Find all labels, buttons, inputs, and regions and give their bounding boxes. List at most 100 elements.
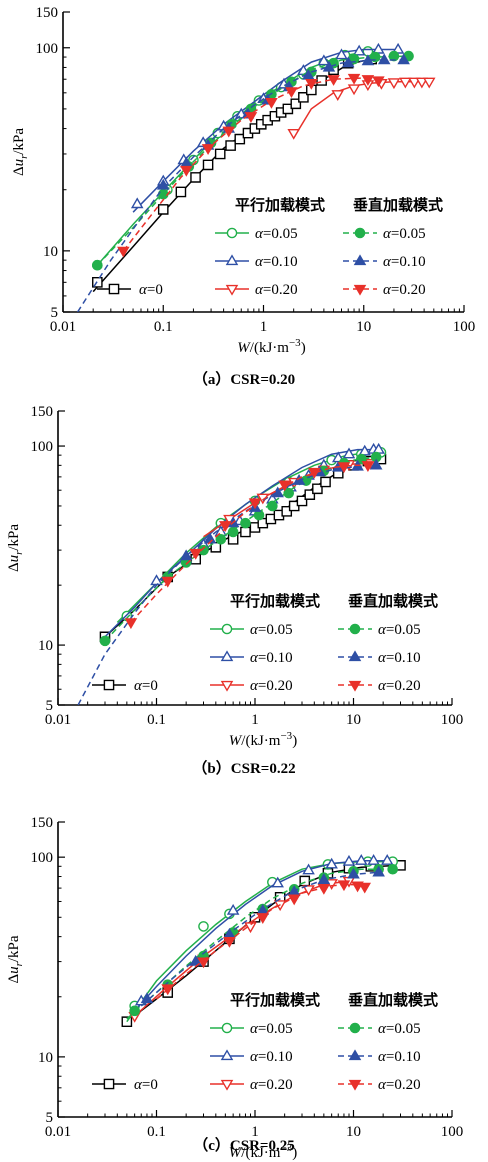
data-point [347,73,361,85]
legend-label: α=0.05 [383,226,426,242]
data-point [361,461,375,473]
legend-label: α=0.20 [250,678,293,694]
legend-marker [349,623,361,635]
series-vertical-alpha-0.10 [140,865,385,1007]
data-point [337,880,351,892]
data-point [179,549,193,561]
data-point [397,53,410,65]
legend-label: α=0.20 [378,678,421,694]
x-tick-label: 0.1 [154,319,173,335]
x-tick-label: 0.01 [50,319,76,335]
legend-header-vertical: 垂直加载模式 [348,592,438,610]
x-tick-label: 0.01 [45,712,71,728]
y-tick-label: 100 [36,41,59,57]
data-point [244,112,258,123]
data-point [161,984,174,996]
x-tick-label: 10 [356,319,371,335]
data-point [157,204,169,215]
legend-header-vertical: 垂直加载模式 [353,196,443,214]
data-point [256,913,270,924]
data-point [355,854,368,865]
data-point [347,84,361,96]
fit-curve [76,59,404,312]
data-point [249,522,261,533]
y-tick-label: 10 [38,1050,53,1066]
x-tick-label: 1 [251,1124,259,1140]
y-tick-label: 5 [51,305,59,321]
data-point [317,883,331,895]
data-point [226,903,240,915]
data-point [325,857,338,869]
y-tick-label: 100 [31,439,54,455]
data-point [257,517,269,529]
data-point [408,77,421,89]
data-point [249,911,261,923]
panel-caption: （c）CSR=0.25 [193,1136,294,1154]
legend-label: α=0 [134,678,158,694]
data-point [197,957,210,969]
fit-curve [122,77,379,252]
x-tick-label: 100 [441,712,464,728]
data-point [372,865,385,877]
legend-label: α=0.10 [255,254,298,270]
data-point [361,54,375,66]
data-point [352,44,366,56]
legend-marker [348,1049,362,1061]
chart-panel-2: 0.01 0.1 1 10 100 5 10 100 150 W/(kJ·m−3) Δur/kPa 平… [6,404,463,777]
data-point [312,483,323,495]
legend-label: α=0.20 [378,1077,421,1093]
y-tick-label: 100 [31,850,54,866]
x-tick-label: 0.1 [147,1124,166,1140]
data-point [157,188,169,200]
data-point [302,885,315,897]
x-tick-label: 1 [260,319,268,335]
x-tick-label: 1 [251,712,259,728]
series-vertical-alpha-0.05 [99,451,382,647]
data-point [202,159,214,171]
y-tick-label: 150 [36,5,59,21]
data-point [369,458,383,470]
data-point [265,97,278,109]
data-point [304,489,316,500]
y-tick-label: 10 [43,244,58,260]
data-point [341,56,355,68]
legend-header-vertical: 垂直加载模式 [348,991,438,1009]
legend-label: α=0.05 [250,1021,293,1037]
y-axis-label: Δur/kPa [6,935,25,983]
legend-label: α=0.10 [250,650,293,666]
legend-label: α=0.05 [378,1021,421,1037]
data-point [287,894,301,906]
panel-caption: （b）CSR=0.22 [192,759,295,777]
data-point [327,75,340,86]
legend-label: α=0 [134,1077,158,1093]
x-tick-label: 10 [346,1124,361,1140]
data-point [117,246,130,258]
legend-label: α=0.20 [250,1077,293,1093]
data-point [367,854,380,865]
data-point [342,447,356,459]
y-tick-label: 150 [31,815,54,831]
series-vertical-alpha-0.20 [117,73,385,258]
x-tick-label: 100 [441,1124,464,1140]
legend-label: α=0.20 [383,282,426,298]
series-vertical-alpha-0.10 [76,53,410,312]
legend-marker [220,1079,234,1091]
data-point [335,48,348,60]
fit-curve [104,456,377,642]
data-point [283,487,295,499]
y-tick-label: 10 [38,638,53,654]
legend-label: α=0.10 [383,254,426,270]
data-point [358,444,371,456]
legend-marker [108,283,120,295]
data-point [267,500,278,512]
legend-marker [353,284,367,296]
data-point [358,882,371,894]
data-point [223,936,236,948]
plot-area [76,42,436,312]
data-point [214,148,226,160]
data-point [265,513,277,525]
fit-curve [156,883,365,1000]
y-tick-label: 150 [31,404,54,420]
series-parallel-alpha-0 [99,453,387,643]
data-point [244,922,257,934]
